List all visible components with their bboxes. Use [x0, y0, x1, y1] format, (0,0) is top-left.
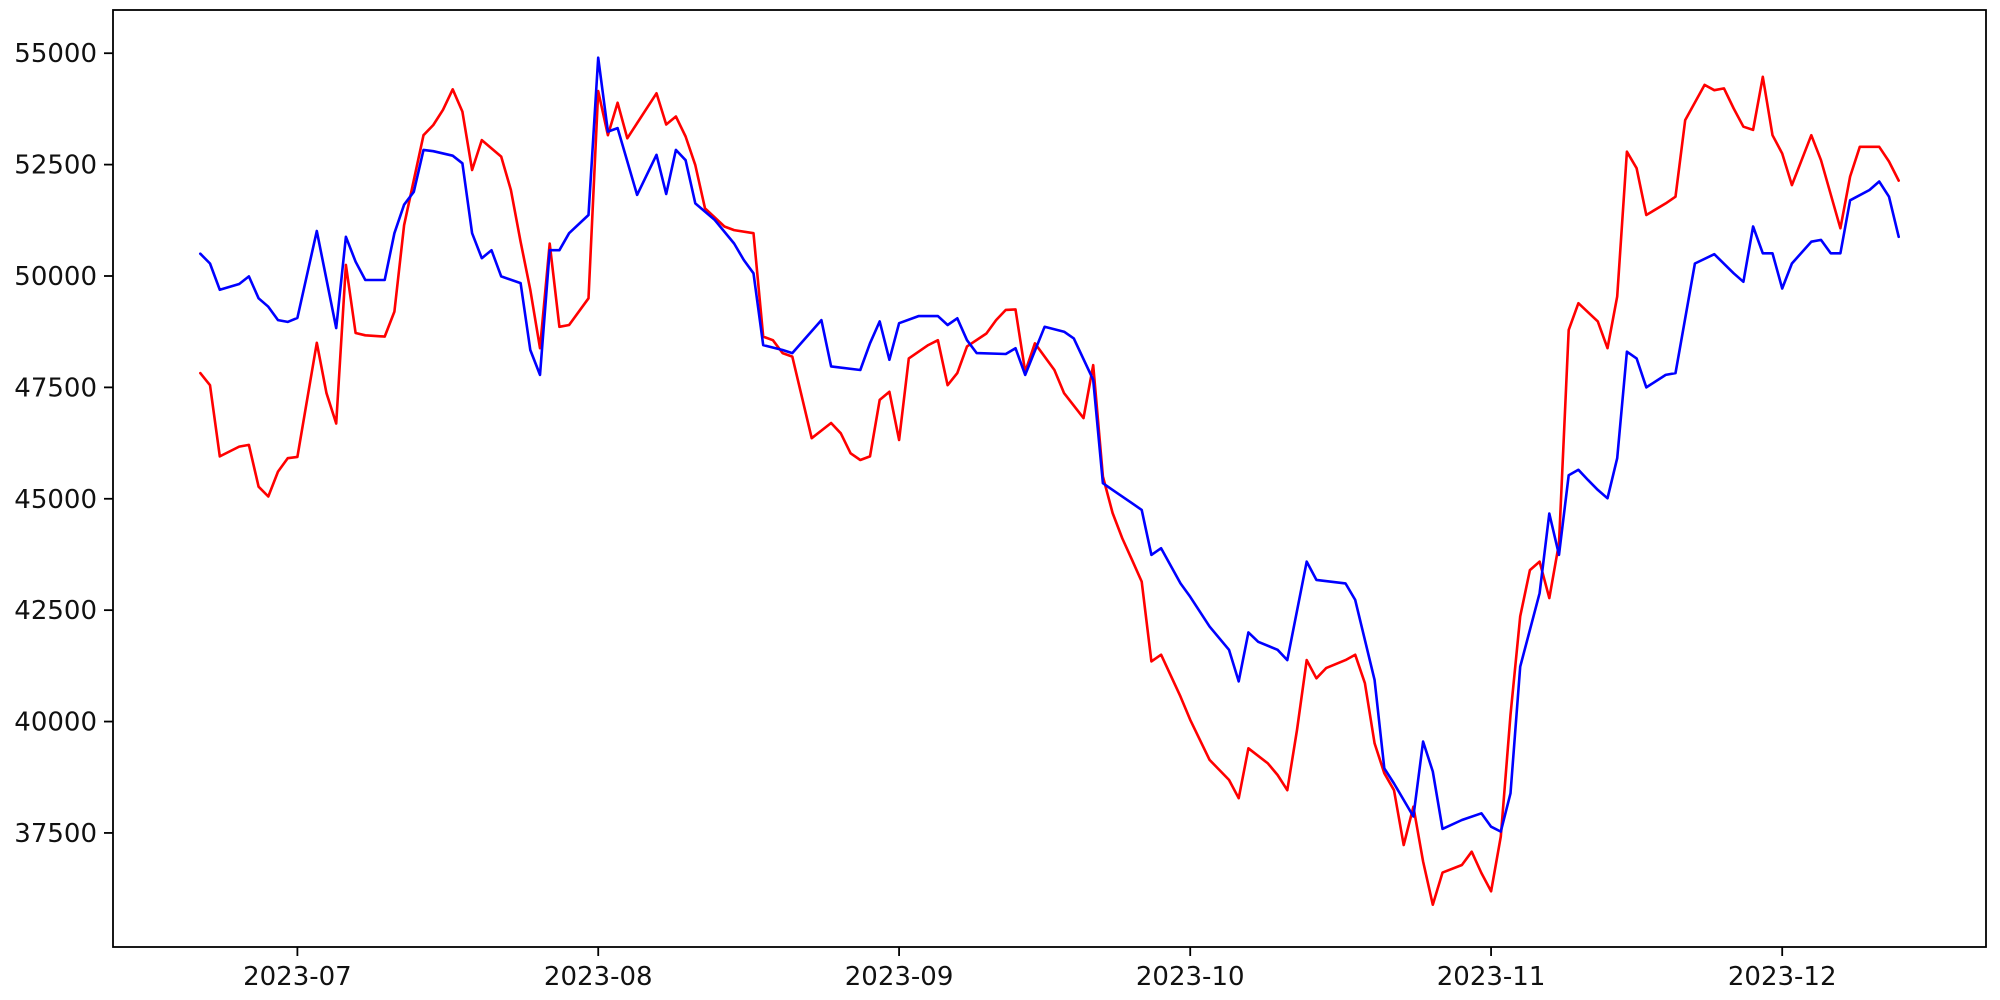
y-tick-label: 37500	[14, 819, 97, 849]
series-line-red-series	[199, 75, 1900, 907]
series-line-blue-series	[199, 56, 1900, 833]
y-tick-label: 52500	[14, 151, 97, 181]
plot-border	[112, 9, 1987, 948]
y-tick-label: 45000	[14, 485, 97, 515]
y-tick-label: 40000	[14, 708, 97, 738]
x-tick-label: 2023-11	[1437, 962, 1546, 992]
y-tick-label: 55000	[14, 39, 97, 69]
y-tick-label: 50000	[14, 262, 97, 292]
y-tick-label: 42500	[14, 596, 97, 626]
x-tick-label: 2023-10	[1136, 962, 1245, 992]
x-tick-label: 2023-07	[243, 962, 352, 992]
x-tick-label: 2023-12	[1728, 962, 1837, 992]
x-tick-label: 2023-09	[845, 962, 954, 992]
y-tick-label: 47500	[14, 373, 97, 403]
x-tick-label: 2023-08	[544, 962, 653, 992]
